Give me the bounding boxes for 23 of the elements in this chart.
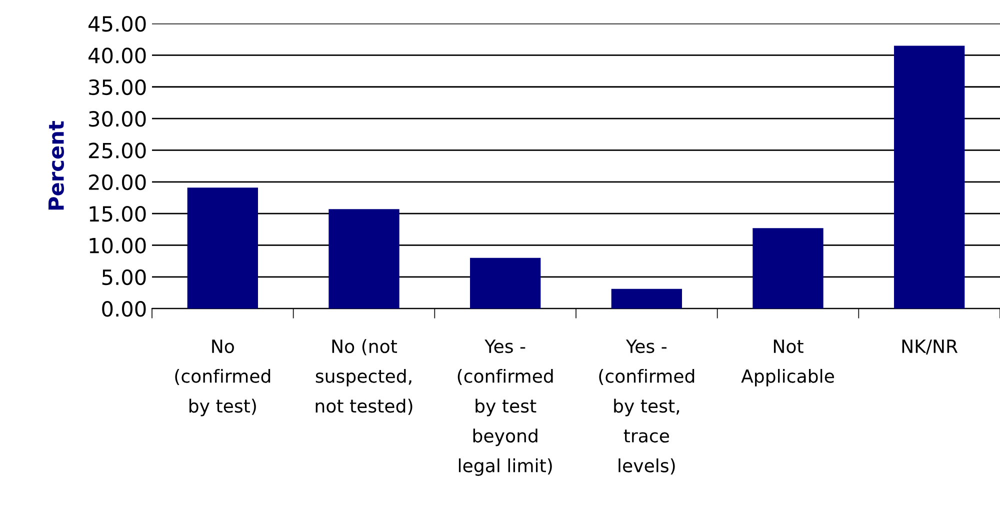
y-tick-label: 15.00 bbox=[90, 206, 146, 222]
x-tick-label: Yes - (confirmed by test, trace levels) bbox=[599, 340, 694, 475]
bar bbox=[752, 228, 824, 309]
bar bbox=[894, 46, 965, 309]
y-tick-label: 35.00 bbox=[89, 79, 146, 96]
x-tick-label: Yes - (confirmed by test beyond legal limit) bbox=[458, 340, 553, 476]
x-tick-label: NK/NR bbox=[902, 340, 958, 355]
y-tick-label: 25.00 bbox=[89, 142, 146, 158]
y-tick-label: 30.00 bbox=[89, 111, 146, 127]
bar bbox=[470, 258, 541, 309]
y-tick-label: 20.00 bbox=[89, 174, 146, 190]
bar bbox=[611, 288, 682, 309]
y-tick-label: 45.00 bbox=[88, 16, 146, 32]
y-tick-label: 5.00 bbox=[102, 269, 146, 286]
x-tick-label: Not Applicable bbox=[741, 340, 834, 386]
y-axis-title: Percent bbox=[48, 121, 64, 210]
bar bbox=[187, 188, 258, 309]
x-tick-label: No (not suspected, not tested) bbox=[316, 339, 412, 415]
y-tick-label: 10.00 bbox=[90, 238, 146, 254]
x-tick-label: No (confirmed by test) bbox=[175, 340, 270, 416]
y-tick-label: 0.00 bbox=[102, 301, 146, 317]
bar bbox=[328, 209, 400, 309]
y-tick-label: 40.00 bbox=[88, 48, 146, 64]
